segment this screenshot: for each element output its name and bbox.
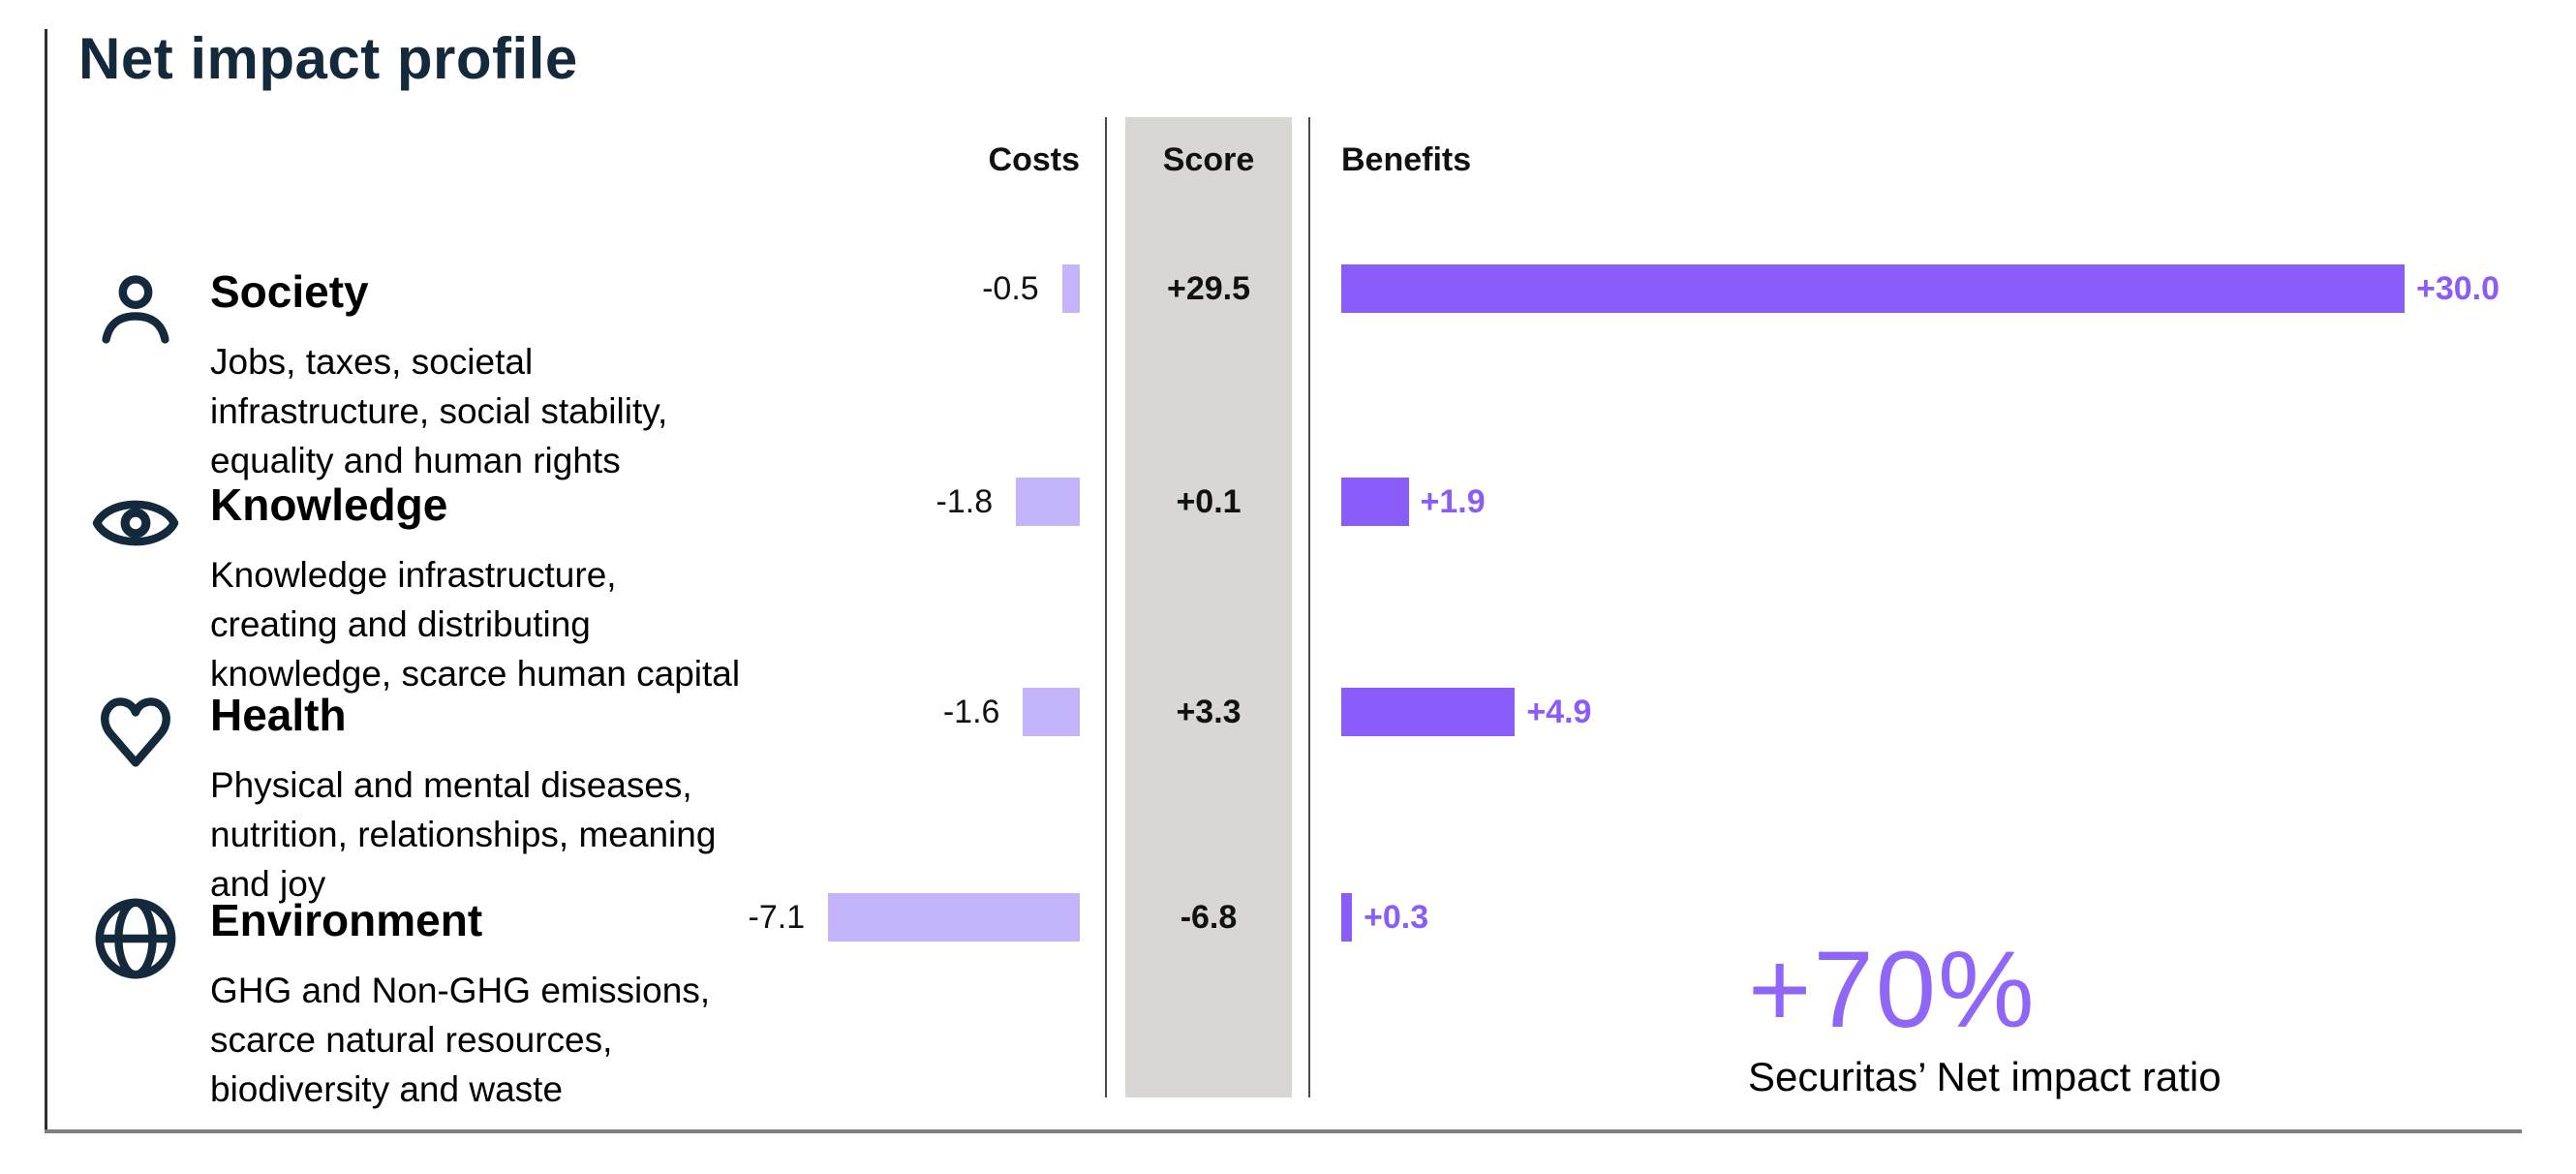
benefit-bar	[1341, 478, 1409, 526]
impact-row-knowledge: Knowledge Knowledge infrastructure, crea…	[0, 457, 2576, 694]
column-header-score: Score	[1162, 141, 1255, 178]
category-title: Environment	[210, 895, 483, 945]
benefit-value-label: +0.3	[1364, 898, 1429, 936]
impact-row-health: Health Physical and mental diseases, nut…	[0, 667, 2576, 904]
cost-value-label: -1.8	[935, 482, 994, 520]
heart-icon	[89, 687, 182, 780]
eye-icon	[89, 477, 182, 570]
benefit-cell: +1.9	[1341, 478, 1486, 526]
benefit-cell: +4.9	[1341, 688, 1591, 736]
category-description: Knowledge infrastructure, creating and d…	[210, 555, 741, 694]
benefit-cell: +0.3	[1341, 893, 1428, 942]
cost-bar	[1023, 688, 1080, 736]
impact-row-environment: Environment GHG and Non-GHG emissions, s…	[0, 873, 2576, 1109]
category-description: GHG and Non-GHG emissions, scarce natura…	[210, 971, 711, 1109]
category-title: Society	[210, 266, 369, 317]
cost-value-label: -1.6	[942, 693, 1000, 730]
person-icon	[89, 263, 182, 356]
cost-cell: -0.5	[581, 264, 1080, 313]
panel-bottom-border	[45, 1129, 2522, 1133]
cost-cell: -1.8	[581, 478, 1080, 526]
cost-bar	[1061, 264, 1080, 313]
cost-cell: -1.6	[581, 688, 1080, 736]
costs-score-divider	[1105, 117, 1107, 1097]
net-impact-ratio-value: +70%	[1748, 929, 2037, 1050]
score-value: +3.3	[1176, 693, 1242, 730]
benefit-bar	[1341, 893, 1352, 942]
benefit-value-label: +1.9	[1420, 482, 1486, 520]
cost-value-label: -7.1	[748, 898, 806, 936]
benefit-value-label: +4.9	[1526, 693, 1592, 730]
net-impact-ratio-caption: Securitas’ Net impact ratio	[1748, 1054, 2222, 1099]
cost-cell: -7.1	[581, 893, 1080, 942]
benefit-value-label: +30.0	[2416, 269, 2500, 307]
panel-left-border	[45, 29, 47, 1131]
category-description: Jobs, taxes, societal infrastructure, so…	[210, 342, 668, 480]
benefit-bar	[1341, 264, 2405, 313]
cost-bar	[828, 893, 1080, 942]
benefit-cell: +30.0	[1341, 264, 2499, 313]
category-title: Knowledge	[210, 479, 448, 530]
impact-row-society: Society Jobs, taxes, societal infrastruc…	[0, 244, 2576, 480]
column-header-benefits: Benefits	[1341, 141, 1472, 178]
globe-icon	[89, 892, 182, 985]
cost-bar	[1016, 478, 1080, 526]
category-title: Health	[210, 690, 347, 740]
page-title: Net impact profile	[78, 26, 578, 91]
score-value: -6.8	[1180, 898, 1238, 936]
category-description: Physical and mental diseases, nutrition,…	[210, 765, 717, 904]
cost-value-label: -0.5	[982, 269, 1039, 307]
column-header-costs: Costs	[988, 141, 1080, 178]
score-column-background	[1125, 117, 1292, 1097]
score-value: +0.1	[1176, 482, 1242, 520]
score-value: +29.5	[1166, 269, 1251, 307]
benefit-bar	[1341, 688, 1516, 736]
score-benefits-divider	[1308, 117, 1310, 1097]
